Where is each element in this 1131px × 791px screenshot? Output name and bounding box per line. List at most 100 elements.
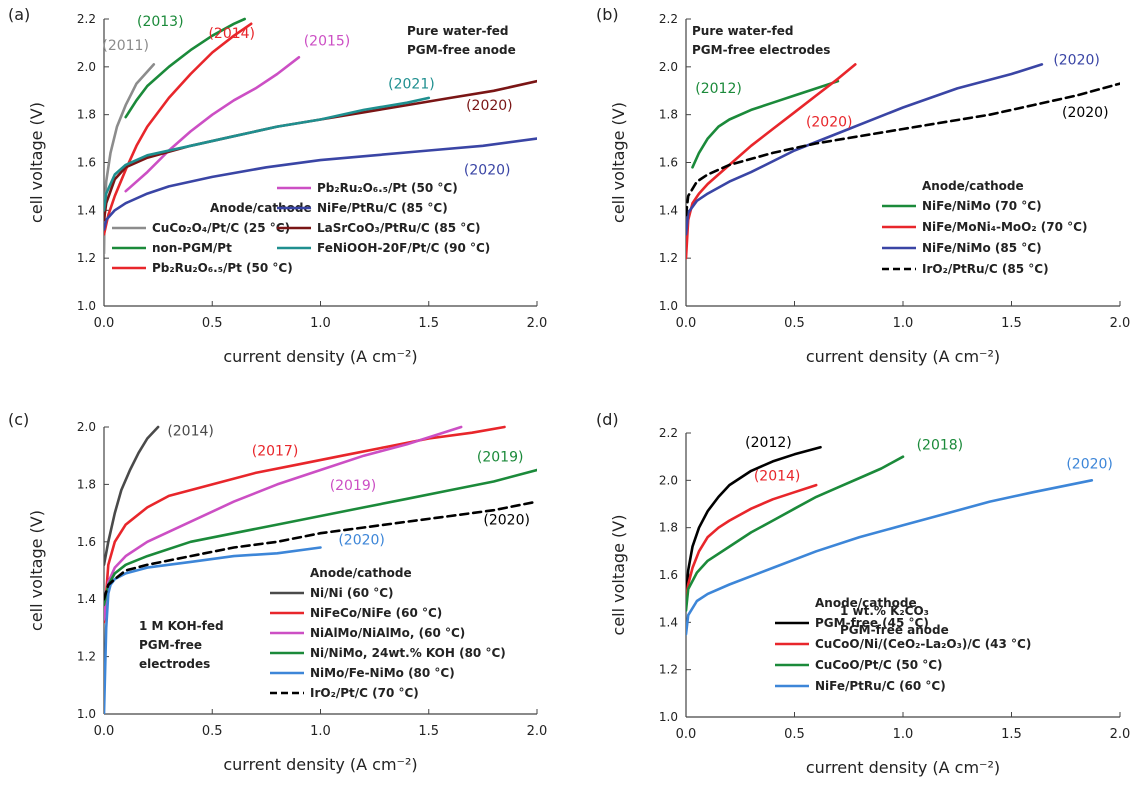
chart-panel: (c) 0.0 0.5 1.0 1.5 2.0 1.0 1.2 1.4 1.6 1.8 2.0 curr… [8, 410, 547, 774]
panel-label: (a) [8, 5, 30, 24]
panel-label: (d) [596, 410, 619, 429]
x-tick-label: 2.0 [1110, 316, 1131, 331]
legend-label: PGM-free (45 °C) [815, 616, 929, 630]
chart-panel: (a) 0.0 0.5 1.0 1.5 2.0 1.0 1.2 1.4 1.6 1.8 2.0 2.2 c… [8, 5, 547, 366]
panel-note: Pure water-fed [407, 24, 508, 38]
series-line [104, 96, 431, 212]
x-tick-label: 0.0 [94, 316, 115, 331]
series-line [124, 55, 301, 193]
y-tick-label: 2.2 [659, 426, 678, 440]
series-line [686, 445, 822, 601]
y-tick-label: 1.4 [659, 203, 678, 217]
x-tick-label: 0.5 [784, 316, 805, 331]
legend-label: LaSrCoO₃/PtRu/C (85 °C) [317, 221, 481, 235]
legend-label: IrO₂/PtRu/C (85 °C) [922, 262, 1049, 276]
chart-panel: (b) 0.0 0.5 1.0 1.5 2.0 1.0 1.2 1.4 1.6 1.8 2.0 2.2 c… [596, 5, 1130, 366]
series-line [104, 500, 537, 601]
y-tick-label: 1.0 [77, 707, 96, 721]
legend-label: CuCoO/Ni/(CeO₂-La₂O₃)/C (43 °C) [815, 637, 1031, 651]
y-tick-label: 2.2 [77, 12, 96, 26]
year-annotation: (2014) [208, 26, 255, 42]
y-tick-label: 1.2 [659, 663, 678, 677]
series-line [104, 425, 506, 624]
legend-label: Ni/NiMo, 24wt.% KOH (80 °C) [310, 646, 506, 660]
year-annotation: (2020) [483, 513, 530, 529]
y-tick-label: 2.0 [659, 60, 678, 74]
series-line [104, 22, 253, 236]
legend-label: NiAlMo/NiAlMo, (60 °C) [310, 626, 465, 640]
x-axis-title: current density (A cm⁻²) [223, 755, 417, 774]
x-axis-title: current density (A cm⁻²) [223, 347, 417, 366]
y-tick-label: 2.0 [659, 473, 678, 487]
x-tick-label: 1.0 [310, 724, 331, 739]
year-annotation: (2019) [330, 478, 377, 494]
year-annotation: (2011) [102, 38, 149, 54]
legend-label: CuCo₂O₄/Pt/C (25 °C) [152, 221, 290, 235]
y-tick-label: 1.0 [659, 299, 678, 313]
y-tick-label: 2.2 [659, 12, 678, 26]
series-line [104, 425, 463, 621]
x-tick-label: 0.5 [202, 724, 223, 739]
year-annotation: (2013) [137, 14, 184, 30]
x-tick-label: 0.0 [676, 316, 697, 331]
x-tick-label: 2.0 [1110, 727, 1131, 742]
x-tick-label: 0.0 [94, 724, 115, 739]
year-annotation: (2012) [695, 81, 742, 97]
legend-label: FeNiOOH-20F/Pt/C (90 °C) [317, 241, 490, 255]
x-tick-label: 1.5 [1001, 727, 1022, 742]
y-tick-label: 1.8 [77, 477, 96, 491]
year-annotation: (2014) [167, 424, 214, 440]
series-line [104, 468, 537, 607]
series-line [686, 483, 818, 601]
panel-note: 1 wt.% K₂CO₃ [840, 604, 929, 618]
series-line [104, 546, 322, 714]
year-annotation: (2017) [252, 444, 299, 460]
year-annotation: (2020) [466, 98, 513, 114]
series-group [104, 425, 537, 714]
y-tick-label: 1.6 [77, 535, 96, 549]
y-tick-label: 1.6 [659, 568, 678, 582]
legend-label: NiFe/PtRu/C (60 °C) [815, 679, 946, 693]
year-annotation: (2020) [1053, 52, 1100, 68]
panel-label: (b) [596, 5, 619, 24]
y-tick-label: 2.0 [77, 60, 96, 74]
y-tick-label: 1.8 [77, 108, 96, 122]
y-tick-label: 1.4 [77, 203, 96, 217]
y-tick-label: 1.0 [77, 299, 96, 313]
series-group [686, 445, 1094, 636]
x-tick-label: 0.0 [676, 727, 697, 742]
series-line [686, 478, 1094, 636]
legend-title: Anode/cathode [922, 179, 1024, 193]
legend-label: NiFe/MoNi₄-MoO₂ (70 °C) [922, 220, 1087, 234]
y-tick-label: 1.2 [77, 650, 96, 664]
year-annotation: (2020) [464, 162, 511, 178]
x-tick-label: 1.0 [310, 316, 331, 331]
y-tick-label: 1.4 [659, 615, 678, 629]
legend-label: non-PGM/Pt [152, 241, 232, 255]
series-line [686, 63, 1044, 236]
y-tick-label: 1.6 [659, 156, 678, 170]
y-tick-label: 1.2 [77, 251, 96, 265]
series-line [104, 137, 537, 231]
year-annotation: (2020) [806, 115, 853, 131]
series-group [686, 63, 1120, 260]
x-tick-label: 2.0 [527, 724, 548, 739]
year-annotation: (2020) [1066, 457, 1113, 473]
legend-label: NiFeCo/NiFe (60 °C) [310, 606, 442, 620]
legend-label: Pb₂Ru₂O₆.₅/Pt (50 °C) [317, 181, 458, 195]
y-tick-label: 2.0 [77, 420, 96, 434]
legend-label: NiFe/NiMo (85 °C) [922, 241, 1042, 255]
year-annotation: (2012) [745, 435, 792, 451]
legend-label: NiMo/Fe-NiMo (80 °C) [310, 666, 455, 680]
series-line [124, 17, 246, 119]
legend-label: CuCoO/Pt/C (50 °C) [815, 658, 943, 672]
y-axis-title: cell voltage (V) [609, 102, 628, 223]
x-tick-label: 1.0 [893, 727, 914, 742]
x-tick-label: 1.0 [893, 316, 914, 331]
x-axis-title: current density (A cm⁻²) [806, 347, 1000, 366]
panel-note: PGM-free anode [407, 43, 516, 57]
x-tick-label: 1.5 [418, 724, 439, 739]
series-line [686, 455, 905, 612]
x-axis-title: current density (A cm⁻²) [806, 758, 1000, 777]
